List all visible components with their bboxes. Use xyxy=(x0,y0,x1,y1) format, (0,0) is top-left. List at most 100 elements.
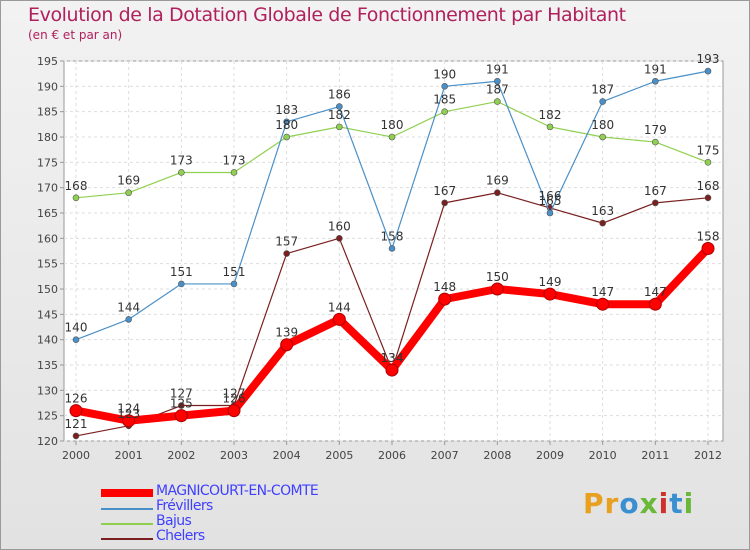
data-point xyxy=(174,409,188,423)
data-point xyxy=(441,199,448,207)
data-label: 179 xyxy=(644,123,667,137)
x-tick-label: 2000 xyxy=(62,449,90,462)
data-label: 175 xyxy=(697,143,720,157)
data-point xyxy=(652,77,659,85)
y-tick-label: 185 xyxy=(37,106,58,119)
data-label: 182 xyxy=(328,108,351,122)
data-point xyxy=(72,432,80,440)
data-label: 165 xyxy=(539,194,562,208)
axes: 1201251301351401451501551601651701751801… xyxy=(37,55,722,462)
data-point xyxy=(494,77,501,85)
data-label: 150 xyxy=(486,270,509,284)
data-label: 157 xyxy=(275,235,298,249)
data-label: 169 xyxy=(117,174,140,188)
data-point xyxy=(438,292,452,306)
legend-swatch xyxy=(101,538,153,540)
data-label: 126 xyxy=(223,392,246,406)
y-tick-label: 170 xyxy=(37,182,58,195)
data-label: 149 xyxy=(539,275,562,289)
x-tick-label: 2012 xyxy=(694,449,722,462)
data-label: 134 xyxy=(381,351,404,365)
y-tick-label: 160 xyxy=(37,232,58,245)
data-label: 126 xyxy=(65,392,88,406)
data-label: 185 xyxy=(433,93,456,107)
data-label: 169 xyxy=(486,174,509,188)
data-point xyxy=(546,123,554,131)
data-point xyxy=(332,312,346,326)
x-tick-label: 2003 xyxy=(220,449,248,462)
x-tick-label: 2011 xyxy=(641,449,669,462)
legend-swatch xyxy=(101,508,153,510)
data-point xyxy=(388,133,396,141)
data-label: 127 xyxy=(170,387,193,401)
data-label: 151 xyxy=(170,265,193,279)
x-tick-label: 2001 xyxy=(115,449,143,462)
y-tick-label: 175 xyxy=(37,156,58,169)
x-tick-label: 2007 xyxy=(431,449,459,462)
data-label: 151 xyxy=(223,265,246,279)
legend-swatch xyxy=(101,489,153,497)
data-point xyxy=(596,297,610,311)
x-tick-label: 2008 xyxy=(483,449,511,462)
y-tick-label: 155 xyxy=(37,258,58,271)
data-label: 183 xyxy=(275,103,298,117)
legend-item: Chelers xyxy=(101,528,401,546)
data-label: 167 xyxy=(644,184,667,198)
data-label: 144 xyxy=(328,300,351,314)
legend-item: MAGNICOURT-EN-COMTE xyxy=(101,483,401,501)
x-tick-label: 2010 xyxy=(589,449,617,462)
data-point xyxy=(599,98,606,105)
data-label: 160 xyxy=(328,219,351,233)
legend-label: Chelers xyxy=(156,528,205,544)
y-tick-label: 140 xyxy=(37,334,58,347)
data-label: 158 xyxy=(697,229,720,243)
data-point xyxy=(441,108,448,115)
data-label: 191 xyxy=(486,62,509,76)
chart-subtitle: (en € et par an) xyxy=(28,28,123,42)
data-label: 182 xyxy=(539,108,562,122)
data-label: 186 xyxy=(328,88,351,102)
data-point xyxy=(283,133,290,141)
data-label: 127 xyxy=(223,387,246,401)
y-tick-label: 165 xyxy=(37,207,58,220)
data-point xyxy=(652,199,659,207)
data-point xyxy=(441,83,448,90)
y-tick-label: 135 xyxy=(37,359,58,372)
data-point xyxy=(385,363,399,377)
data-label: 140 xyxy=(65,321,88,335)
x-tick-label: 2002 xyxy=(167,449,195,462)
data-point xyxy=(230,280,238,288)
x-tick-label: 2006 xyxy=(378,449,406,462)
series-layer xyxy=(69,67,715,440)
y-tick-label: 125 xyxy=(37,410,58,423)
data-point xyxy=(494,98,501,105)
data-point xyxy=(494,189,501,197)
y-tick-label: 120 xyxy=(37,435,58,448)
data-label: 124 xyxy=(117,402,140,416)
data-label: 121 xyxy=(65,417,88,431)
data-point xyxy=(122,414,136,428)
legend-label: Frévillers xyxy=(156,498,213,514)
data-point xyxy=(599,133,606,141)
data-label: 134 xyxy=(381,351,404,365)
x-tick-label: 2005 xyxy=(325,449,353,462)
data-label: 173 xyxy=(170,153,193,167)
data-label: 180 xyxy=(381,118,404,132)
data-point xyxy=(336,103,343,110)
chart-title: Evolution de la Dotation Globale de Fonc… xyxy=(28,4,626,26)
legend-item: Bajus xyxy=(101,513,401,531)
data-point xyxy=(648,297,662,311)
data-label: 191 xyxy=(644,62,667,76)
legend-label: Bajus xyxy=(156,513,192,529)
proxiti-logo: Proxiti xyxy=(583,487,695,520)
data-point xyxy=(178,280,185,288)
y-tick-label: 190 xyxy=(37,80,58,93)
data-label: 187 xyxy=(591,83,614,97)
x-tick-label: 2004 xyxy=(273,449,301,462)
data-point xyxy=(704,159,712,166)
data-label: 144 xyxy=(117,300,140,314)
data-label: 125 xyxy=(170,397,193,411)
data-point xyxy=(336,123,343,131)
data-label: 187 xyxy=(486,83,509,97)
